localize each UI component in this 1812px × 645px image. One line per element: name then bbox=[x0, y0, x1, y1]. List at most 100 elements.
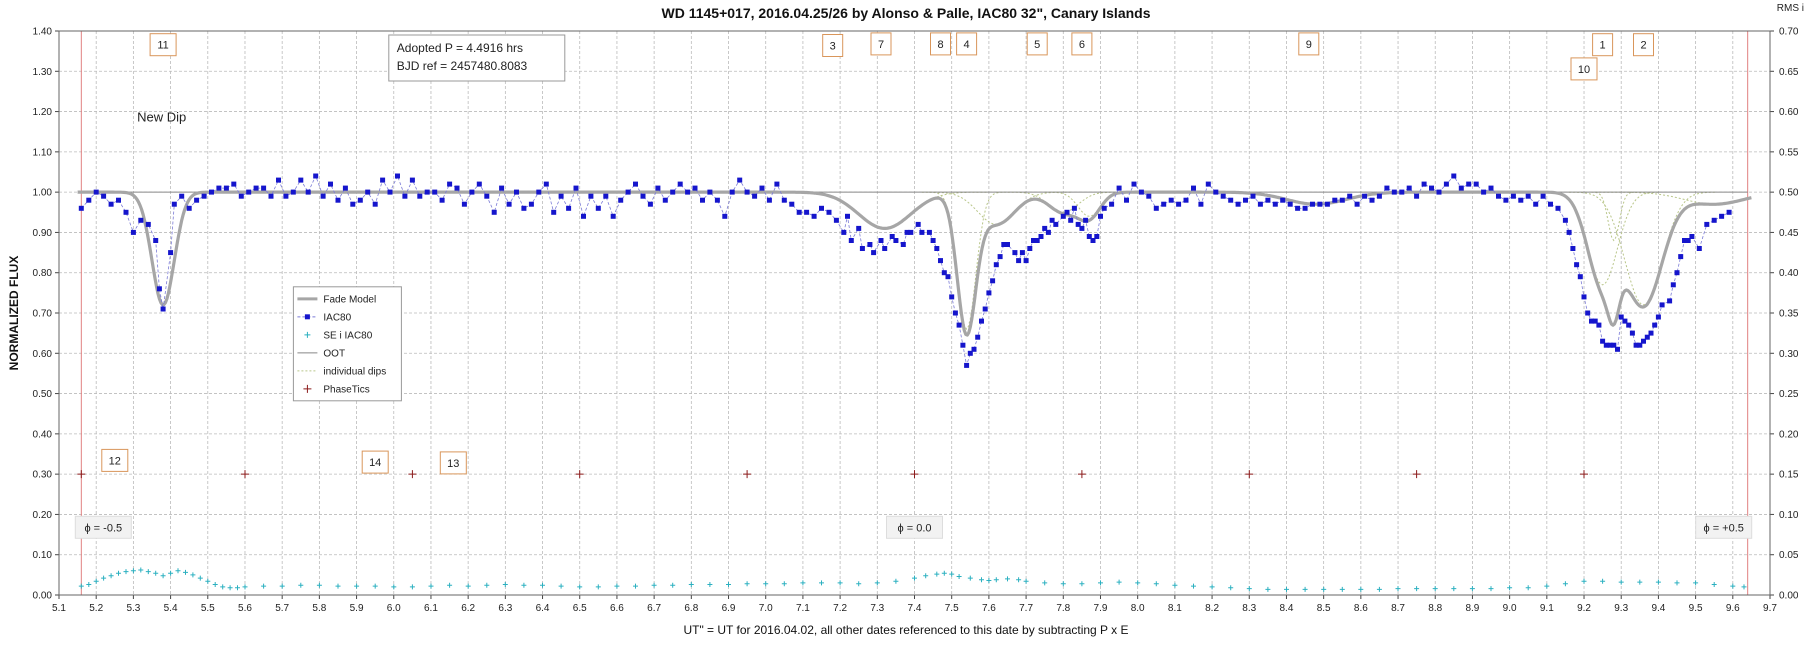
x-tick-label: 7.0 bbox=[759, 603, 773, 614]
iac80-point bbox=[1466, 181, 1472, 187]
iac80-point bbox=[1589, 318, 1594, 324]
dip-label-frame bbox=[439, 451, 467, 475]
se-point bbox=[726, 582, 731, 587]
iac80-point bbox=[949, 294, 955, 300]
legend-entry: OOT bbox=[297, 348, 345, 359]
dip-label-frame bbox=[822, 34, 844, 57]
se-point bbox=[212, 582, 218, 587]
iac80-point bbox=[1324, 201, 1330, 207]
iac80-point bbox=[1689, 234, 1695, 239]
iac80-point bbox=[1391, 189, 1397, 195]
iac80-point bbox=[1176, 201, 1182, 207]
x-tick-label: 8.8 bbox=[1428, 603, 1442, 614]
iac80-point bbox=[276, 177, 281, 183]
se-point bbox=[1042, 580, 1048, 586]
se-point bbox=[819, 580, 824, 586]
se-point bbox=[521, 582, 527, 588]
legend-label: IAC80 bbox=[323, 312, 351, 323]
y-tick-label: 0.30 bbox=[33, 470, 53, 481]
iac80-point bbox=[889, 234, 895, 239]
iac80-point bbox=[993, 262, 999, 268]
se-point bbox=[1741, 584, 1747, 590]
iac80-point bbox=[1421, 181, 1427, 187]
info-box-frame bbox=[388, 34, 566, 82]
phase-label-frame bbox=[886, 515, 943, 539]
iac80-point bbox=[116, 197, 121, 203]
iac80-point bbox=[145, 221, 151, 227]
y-tick-label: 0.70 bbox=[33, 309, 53, 320]
iac80-point bbox=[1243, 197, 1248, 203]
y2-tick-label: 0.70 bbox=[1779, 27, 1799, 38]
iac80-point bbox=[305, 189, 311, 195]
iac80-point bbox=[804, 209, 810, 215]
iac80-point bbox=[1213, 189, 1219, 195]
dip-label-frame bbox=[1633, 33, 1654, 57]
iac80-point bbox=[447, 181, 453, 187]
iac80-point bbox=[171, 201, 177, 207]
iac80-point bbox=[952, 310, 958, 316]
se-point bbox=[1209, 584, 1215, 590]
dip-label-text: 6 bbox=[1079, 39, 1085, 51]
iac80-point bbox=[662, 197, 668, 203]
iac80-point bbox=[1603, 342, 1609, 348]
dip-label-box: 4 bbox=[956, 32, 978, 56]
iac80-point bbox=[1670, 282, 1676, 288]
se-point bbox=[116, 570, 121, 576]
iac80-point bbox=[1458, 185, 1464, 191]
x-tick-label: 6.6 bbox=[610, 603, 624, 614]
iac80-point bbox=[1012, 250, 1018, 256]
iac80-point bbox=[101, 193, 107, 199]
iac80-point bbox=[186, 205, 192, 211]
iac80-point bbox=[1205, 181, 1211, 187]
iac80-point bbox=[1574, 262, 1580, 268]
iac80-point bbox=[1094, 234, 1100, 239]
iac80-point bbox=[168, 250, 174, 256]
iac80-point bbox=[722, 213, 728, 219]
iac80-point bbox=[223, 185, 229, 191]
x-tick-label: 9.2 bbox=[1577, 603, 1591, 614]
dip-label-text: 3 bbox=[830, 41, 836, 53]
se-point bbox=[912, 575, 917, 581]
x-tick-label: 6.8 bbox=[684, 603, 698, 614]
iac80-point bbox=[313, 173, 319, 179]
se-point bbox=[1153, 581, 1159, 587]
dip-label-text: 8 bbox=[937, 39, 943, 51]
iac80-point bbox=[231, 181, 237, 187]
iac80-point bbox=[1704, 221, 1710, 227]
iac80-point bbox=[867, 242, 873, 247]
x-tick-label: 6.2 bbox=[461, 603, 475, 614]
iac80-point bbox=[160, 306, 166, 312]
iac80-point bbox=[893, 238, 899, 243]
se-point bbox=[1358, 586, 1364, 592]
x-tick-label: 6.0 bbox=[387, 603, 401, 614]
dip-label-frame bbox=[1071, 32, 1093, 56]
phase-tic bbox=[575, 470, 584, 479]
se-point bbox=[923, 573, 929, 579]
iac80-point bbox=[1265, 197, 1271, 203]
iac80-point bbox=[1235, 201, 1241, 207]
se-point bbox=[967, 575, 973, 581]
se-point bbox=[651, 582, 657, 588]
iac80-point bbox=[603, 193, 609, 199]
iac80-point bbox=[454, 185, 460, 191]
dip-label-text: 5 bbox=[1034, 39, 1040, 51]
iac80-point bbox=[1109, 201, 1115, 207]
iac80-point bbox=[1678, 254, 1684, 260]
se-point bbox=[227, 585, 233, 591]
se-point bbox=[138, 567, 144, 573]
iac80-point bbox=[618, 197, 624, 203]
iac80-point bbox=[1090, 238, 1096, 243]
se-point bbox=[108, 573, 114, 579]
iac80-point bbox=[1496, 193, 1501, 199]
dip-label-box: 5 bbox=[1026, 32, 1048, 56]
iac80-point bbox=[566, 205, 572, 211]
y-tick-label: 1.20 bbox=[33, 107, 53, 118]
dip-label-text: 12 bbox=[109, 455, 121, 467]
iac80-point bbox=[350, 201, 356, 207]
phase-label-frame bbox=[1695, 515, 1753, 539]
se-point bbox=[1023, 578, 1029, 584]
iac80-point bbox=[1075, 221, 1081, 227]
dip-label-box: 12 bbox=[101, 448, 129, 472]
iac80-point bbox=[1124, 197, 1129, 203]
iac80-point bbox=[558, 193, 564, 199]
